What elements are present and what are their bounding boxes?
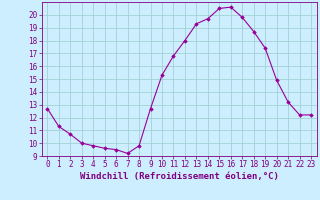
X-axis label: Windchill (Refroidissement éolien,°C): Windchill (Refroidissement éolien,°C)	[80, 172, 279, 181]
